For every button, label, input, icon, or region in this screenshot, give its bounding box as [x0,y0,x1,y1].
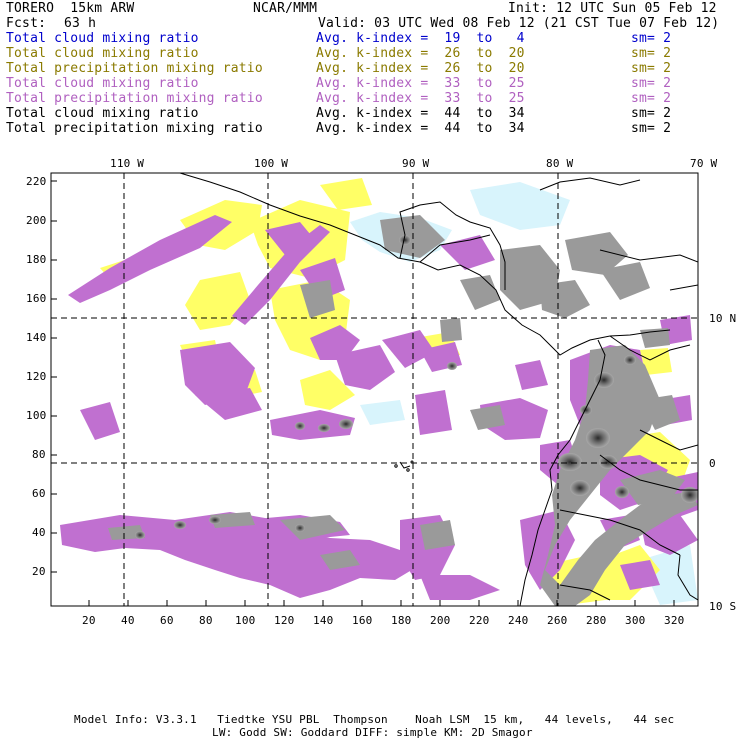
lat-label-10n: 10 N [709,312,737,325]
valid-time: Valid: 03 UTC Wed 08 Feb 12 (21 CST Tue … [318,16,720,31]
lon-label-80w: 80 W [546,157,574,170]
legend-row-6-kindex: Avg. k-index = 44 to 34 [316,106,525,121]
y-tick-120: 120 [26,370,47,383]
lon-label-100w: 100 W [254,157,289,170]
legend-row-3-field: Total precipitation mixing ratio [6,61,263,76]
x-tick-260: 260 [547,614,568,627]
legend-row-4-sm: sm= 2 [631,76,672,91]
legend-row-7-field: Total precipitation mixing ratio [6,121,263,136]
model-info: Model Info: V3.3.1 Tiedtke YSU PBL Thomp… [74,713,675,726]
x-tick-60: 60 [160,614,174,627]
x-tick-80: 80 [199,614,213,627]
y-tick-80: 80 [32,448,46,461]
legend-row-4-kindex: Avg. k-index = 33 to 25 [316,76,525,91]
y-tick-220: 220 [26,175,47,188]
legend-row-6-field: Total cloud mixing ratio [6,106,199,121]
legend-row-7-sm: sm= 2 [631,121,672,136]
lon-label-90w: 90 W [402,157,430,170]
x-tick-100: 100 [235,614,256,627]
legend-row-3-sm: sm= 2 [631,61,672,76]
x-tick-200: 200 [430,614,451,627]
legend-row-5-sm: sm= 2 [631,91,672,106]
x-tick-120: 120 [274,614,295,627]
x-tick-280: 280 [586,614,607,627]
y-tick-200: 200 [26,214,47,227]
x-tick-140: 140 [313,614,334,627]
y-tick-100: 100 [26,409,47,422]
legend-row-1-field: Total cloud mixing ratio [6,31,199,46]
model-title: TORERO 15km ARW [6,1,135,16]
legend-row-5-field: Total precipitation mixing ratio [6,91,263,106]
legend-row-3-kindex: Avg. k-index = 26 to 20 [316,61,525,76]
lon-label-110w: 110 W [110,157,145,170]
dark-cloud-cores [135,235,698,539]
y-tick-140: 140 [26,331,47,344]
legend-row-1-sm: sm= 2 [631,31,672,46]
x-tick-20: 20 [82,614,96,627]
legend-row-4-field: Total cloud mixing ratio [6,76,199,91]
legend-row-1-kindex: Avg. k-index = 19 to 4 [316,31,525,46]
legend-row-2-kindex: Avg. k-index = 26 to 20 [316,46,525,61]
plot-frame [50,172,699,607]
fcst-value: 63 h [64,16,97,31]
x-tick-220: 220 [469,614,490,627]
lat-label-10s: 10 S [709,600,737,613]
legend-row-5-kindex: Avg. k-index = 33 to 25 [316,91,525,106]
legend-row-2-sm: sm= 2 [631,46,672,61]
lon-label-70w: 70 W [690,157,718,170]
x-tick-180: 180 [391,614,412,627]
axis-ticks [51,180,675,606]
y-tick-40: 40 [32,526,46,539]
x-tick-300: 300 [625,614,646,627]
x-tick-240: 240 [508,614,529,627]
x-tick-320: 320 [664,614,685,627]
y-tick-160: 160 [26,292,47,305]
y-tick-20: 20 [32,565,46,578]
y-tick-180: 180 [26,253,47,266]
model-physics: LW: Godd SW: Goddard DIFF: simple KM: 2D… [212,726,533,739]
gray-cloud-regions [108,215,698,606]
legend-row-2-field: Total cloud mixing ratio [6,46,199,61]
x-tick-40: 40 [121,614,135,627]
y-tick-60: 60 [32,487,46,500]
fcst-label: Fcst: [6,16,47,31]
legend-row-7-kindex: Avg. k-index = 44 to 34 [316,121,525,136]
lat-lon-grid [51,173,698,606]
org-label: NCAR/MMM [253,1,318,16]
x-tick-160: 160 [352,614,373,627]
init-time: Init: 12 UTC Sun 05 Feb 12 [508,1,717,16]
legend-row-6-sm: sm= 2 [631,106,672,121]
lat-label-0: 0 [709,457,716,470]
